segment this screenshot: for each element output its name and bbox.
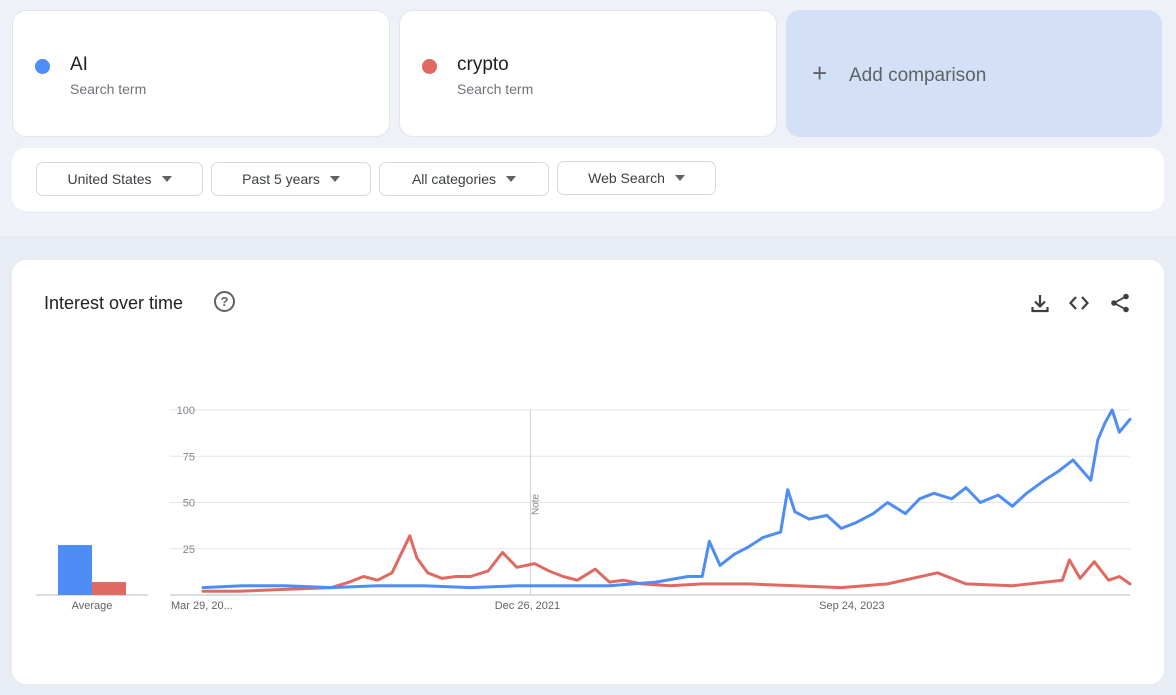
interest-chart: 25 50 75 100 Mar 29, 20... Dec 26, 2021 Sep 24…	[36, 405, 1132, 612]
x-tick-label: Sep 24, 2023	[819, 600, 884, 612]
period-value: Past 5 years	[242, 171, 320, 187]
share-icon[interactable]	[1109, 292, 1131, 314]
caret-down-icon	[506, 176, 517, 182]
x-tick-label: Mar 29, 20...	[171, 600, 233, 612]
average-label: Average	[72, 600, 113, 612]
region-value: United States	[67, 171, 152, 187]
term-subtitle: Search term	[457, 81, 534, 97]
caret-down-icon	[329, 176, 340, 182]
average-bar-crypto	[92, 582, 126, 595]
term-name: crypto	[457, 54, 509, 75]
y-tick-label: 25	[183, 544, 195, 556]
note-label: Note	[531, 493, 542, 515]
add-comparison-button[interactable]: + Add comparison	[786, 10, 1162, 137]
y-tick-label: 75	[183, 451, 195, 463]
help-icon[interactable]: ?	[214, 291, 235, 312]
series-line-ai	[201, 408, 1132, 590]
region-dropdown[interactable]: United States	[36, 162, 203, 196]
category-value: All categories	[411, 171, 497, 187]
term-card-ai[interactable]: AI Search term	[12, 10, 390, 137]
interest-over-time-panel: Interest over time ? 25 50 75 100 Mar 29, 20…	[12, 260, 1164, 684]
term-name: AI	[70, 54, 88, 75]
y-tick-label: 100	[177, 405, 195, 417]
period-dropdown[interactable]: Past 5 years	[211, 162, 371, 196]
ai-color-dot-icon	[35, 59, 50, 74]
average-bar-ai	[58, 545, 92, 595]
y-tick-label: 50	[183, 498, 195, 510]
filter-bar: United States Past 5 years All categorie…	[12, 148, 1164, 211]
add-comparison-label: Add comparison	[849, 65, 987, 86]
x-tick-label: Dec 26, 2021	[495, 600, 560, 612]
search-type-value: Web Search	[588, 170, 665, 186]
search-type-dropdown[interactable]: Web Search	[557, 161, 716, 195]
plus-icon: +	[812, 58, 828, 88]
series-line-crypto	[201, 534, 1132, 593]
term-card-crypto[interactable]: crypto Search term	[399, 10, 777, 137]
category-dropdown[interactable]: All categories	[379, 162, 549, 196]
caret-down-icon	[161, 176, 172, 182]
download-icon[interactable]	[1029, 292, 1051, 314]
caret-down-icon	[674, 175, 685, 181]
embed-icon[interactable]	[1068, 292, 1090, 314]
crypto-color-dot-icon	[422, 59, 437, 74]
panel-title: Interest over time	[44, 293, 184, 313]
term-subtitle: Search term	[70, 81, 147, 97]
